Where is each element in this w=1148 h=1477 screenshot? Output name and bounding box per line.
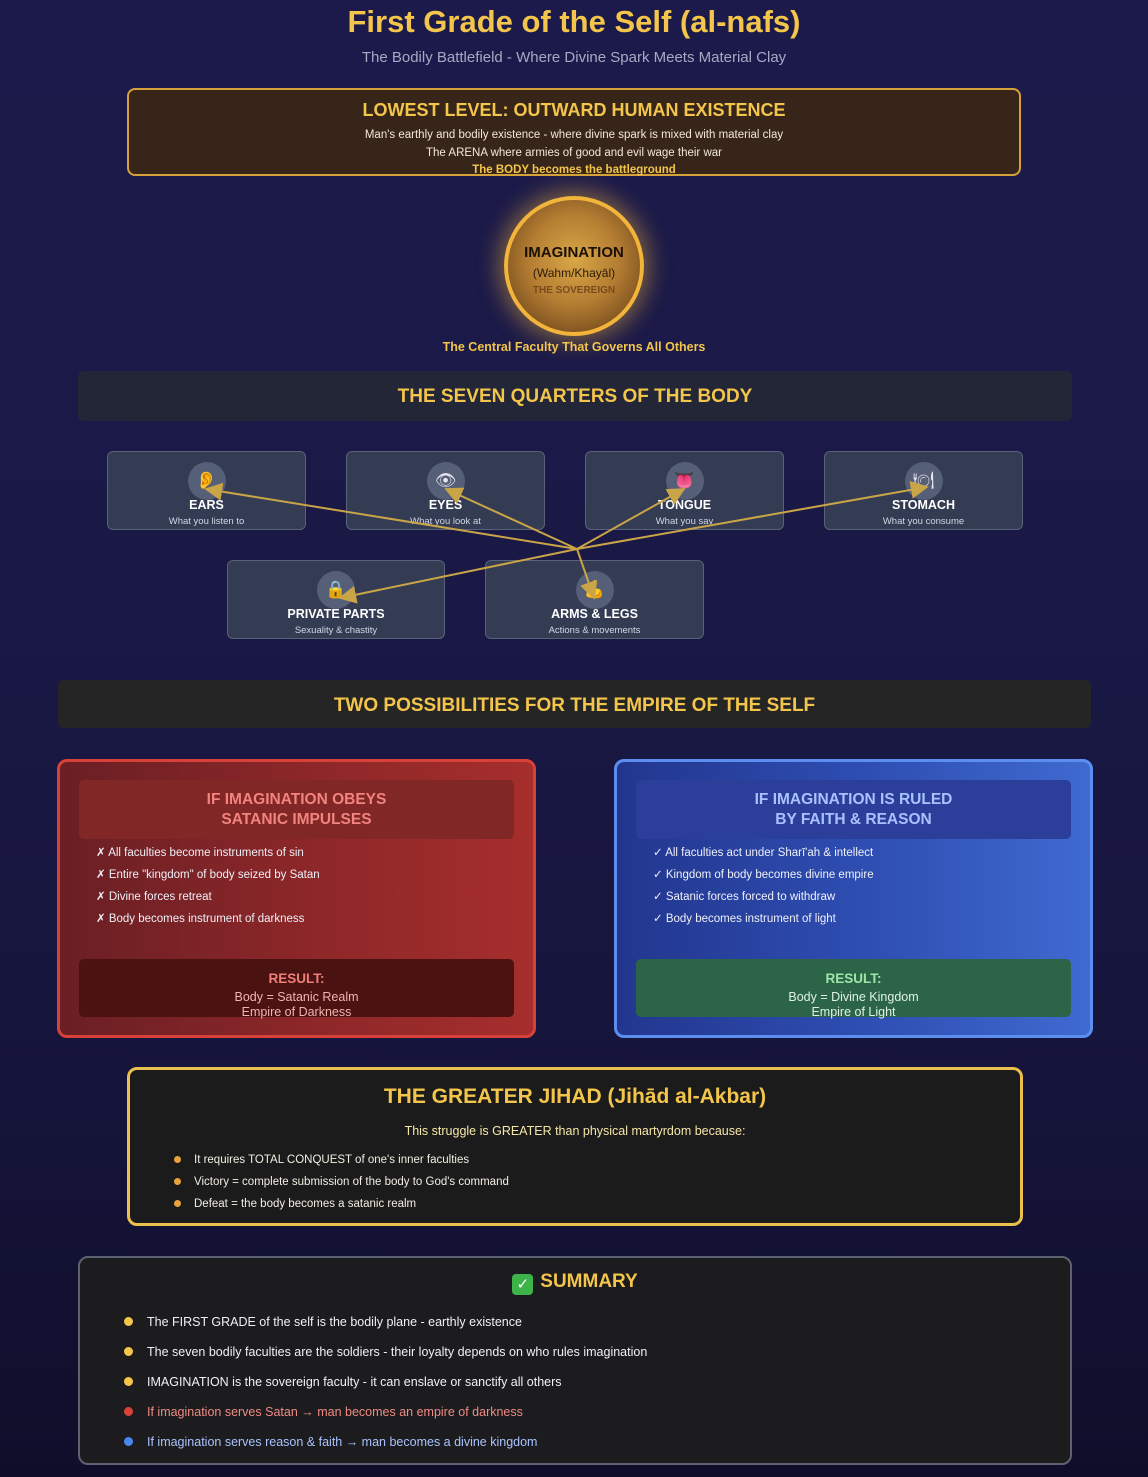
faith-panel: IF IMAGINATION IS RULED BY FAITH & REASO… — [614, 759, 1093, 1038]
page-subtitle: The Bodily Battlefield - Where Divine Sp… — [361, 49, 787, 66]
quarter-ears: 👂 EARS What you listen to — [107, 451, 306, 530]
summary-heading: ✓ SUMMARY — [80, 1271, 1070, 1295]
satanic-list: ✗ All faculties become instruments of si… — [96, 842, 320, 930]
quarter-arms-legs: 💪 ARMS & LEGS Actions & movements — [485, 560, 704, 639]
bullet-dot — [174, 1200, 181, 1207]
result-line: Empire of Darkness — [241, 1005, 352, 1019]
faith-heading-line: BY FAITH & REASON — [775, 811, 932, 828]
lowest-level-line: The ARENA where armies of good and evil … — [426, 147, 722, 159]
quarter-name: ARMS & LEGS — [551, 607, 638, 621]
lowest-level-box: LOWEST LEVEL: OUTWARD HUMAN EXISTENCE Ma… — [127, 88, 1021, 176]
ear-icon: 👂 — [187, 462, 226, 500]
faith-panel-header: IF IMAGINATION IS RULED BY FAITH & REASO… — [636, 780, 1071, 839]
result-label: RESULT: — [268, 971, 325, 986]
list-item: ✗ Entire "kingdom" of body seized by Sat… — [96, 869, 320, 881]
eye-icon: 👁 — [426, 462, 465, 500]
list-item: ✗ All faculties become instruments of si… — [96, 847, 304, 859]
list-item: The FIRST GRADE of the self is the bodil… — [124, 1312, 647, 1342]
bullet-dot — [124, 1407, 133, 1416]
list-item-text: The FIRST GRADE of the self is the bodil… — [147, 1315, 522, 1329]
summary-heading-text: SUMMARY — [540, 1271, 638, 1292]
bullet-dot — [124, 1317, 133, 1326]
flexed-arm-icon: 💪 — [575, 571, 614, 609]
plate-icon: 🍽 — [904, 462, 943, 500]
imagination-role: THE SOVEREIGN — [532, 285, 616, 296]
quarter-tongue: 👅 TONGUE What you say — [585, 451, 784, 530]
list-item-text: If imagination serves reason & faith → m… — [147, 1435, 538, 1449]
two-possibilities-banner: TWO POSSIBILITIES FOR THE EMPIRE OF THE … — [58, 680, 1091, 728]
quarter-name: EARS — [189, 498, 224, 512]
page-title: First Grade of the Self (al-nafs) — [347, 4, 801, 39]
list-item: Defeat = the body becomes a satanic real… — [174, 1193, 509, 1215]
list-item-text: Defeat = the body becomes a satanic real… — [194, 1198, 417, 1210]
list-item-text: The seven bodily faculties are the soldi… — [147, 1345, 648, 1359]
quarter-desc: Actions & movements — [548, 625, 641, 636]
quarter-private-parts: 🔒 PRIVATE PARTS Sexuality & chastity — [227, 560, 445, 639]
list-item: It requires TOTAL CONQUEST of one's inne… — [174, 1149, 509, 1171]
result-line: Empire of Light — [811, 1005, 896, 1019]
imagination-circle: IMAGINATION (Wahm/Khayāl) THE SOVEREIGN — [504, 196, 644, 336]
quarter-desc: What you look at — [410, 516, 481, 527]
quarter-name: PRIVATE PARTS — [287, 607, 385, 621]
quarter-desc: What you say — [655, 516, 714, 527]
result-line: Body = Satanic Realm — [234, 990, 359, 1004]
result-label: RESULT: — [825, 971, 882, 986]
list-item: Victory = complete submission of the bod… — [174, 1171, 509, 1193]
imagination-caption: The Central Faculty That Governs All Oth… — [442, 340, 706, 354]
lock-icon: 🔒 — [317, 571, 355, 609]
list-item: If imagination serves reason & faith → m… — [124, 1432, 647, 1462]
seven-quarters-banner: THE SEVEN QUARTERS OF THE BODY — [78, 371, 1072, 421]
list-item-text: Victory = complete submission of the bod… — [194, 1176, 509, 1188]
satanic-heading-line: IF IMAGINATION OBEYS — [206, 791, 387, 808]
bullet-dot — [174, 1156, 181, 1163]
faith-result: RESULT: Body = Divine Kingdom Empire of … — [636, 959, 1071, 1019]
list-item: ✓ Satanic forces forced to withdraw — [653, 891, 836, 903]
quarter-name: EYES — [428, 498, 463, 512]
faith-heading-line: IF IMAGINATION IS RULED — [754, 791, 953, 808]
lowest-level-line: Man's earthly and bodily existence - whe… — [364, 129, 784, 141]
satanic-panel: IF IMAGINATION OBEYS SATANIC IMPULSES ✗ … — [57, 759, 536, 1038]
list-item: ✓ Kingdom of body becomes divine empire — [653, 869, 874, 881]
quarter-stomach: 🍽 STOMACH What you consume — [824, 451, 1023, 530]
bullet-dot — [174, 1178, 181, 1185]
imagination-name: IMAGINATION — [524, 244, 624, 261]
bullet-dot — [124, 1347, 133, 1356]
satanic-result: RESULT: Body = Satanic Realm Empire of D… — [79, 959, 514, 1019]
quarter-eyes: 👁 EYES What you look at — [346, 451, 545, 530]
satanic-panel-header: IF IMAGINATION OBEYS SATANIC IMPULSES — [79, 780, 514, 839]
quarter-name: TONGUE — [657, 498, 712, 512]
faith-list: ✓ All faculties act under Sharī'ah & int… — [653, 842, 874, 930]
lowest-level-heading: LOWEST LEVEL: OUTWARD HUMAN EXISTENCE — [362, 100, 786, 120]
jihad-list: It requires TOTAL CONQUEST of one's inne… — [174, 1149, 509, 1215]
list-item: IMAGINATION is the sovereign faculty - i… — [124, 1372, 647, 1402]
satanic-heading-line: SATANIC IMPULSES — [221, 811, 372, 828]
result-line: Body = Divine Kingdom — [788, 990, 919, 1004]
two-possibilities-heading: TWO POSSIBILITIES FOR THE EMPIRE OF THE … — [333, 695, 816, 716]
list-item: ✗ Divine forces retreat — [96, 891, 212, 903]
greater-jihad-box: THE GREATER JIHAD (Jihād al-Akbar) This … — [127, 1067, 1023, 1226]
list-item: ✓ All faculties act under Sharī'ah & int… — [653, 847, 874, 859]
seven-quarters-heading: THE SEVEN QUARTERS OF THE BODY — [397, 386, 753, 407]
list-item-text: It requires TOTAL CONQUEST of one's inne… — [194, 1154, 470, 1166]
quarter-desc: What you consume — [882, 516, 965, 527]
list-item-text: IMAGINATION is the sovereign faculty - i… — [147, 1375, 562, 1389]
summary-box: ✓ SUMMARY The FIRST GRADE of the self is … — [78, 1256, 1072, 1465]
checkmark-icon: ✓ — [512, 1274, 534, 1295]
bullet-dot — [124, 1377, 133, 1386]
list-item: ✓ Body becomes instrument of light — [653, 913, 836, 925]
list-item: ✗ Body becomes instrument of darkness — [96, 913, 305, 925]
jihad-intro: This struggle is GREATER than physical m… — [404, 1124, 746, 1138]
imagination-arabic: (Wahm/Khayāl) — [532, 266, 616, 280]
quarter-desc: Sexuality & chastity — [294, 625, 378, 636]
bullet-dot — [124, 1437, 133, 1446]
list-item: The seven bodily faculties are the soldi… — [124, 1342, 647, 1372]
jihad-heading: THE GREATER JIHAD (Jihād al-Akbar) — [383, 1085, 767, 1108]
list-item: If imagination serves Satan → man become… — [124, 1402, 647, 1432]
summary-list: The FIRST GRADE of the self is the bodil… — [124, 1312, 647, 1462]
lowest-level-emphasis: The BODY becomes the battleground — [472, 164, 676, 176]
quarter-desc: What you listen to — [168, 516, 245, 527]
list-item-text: If imagination serves Satan → man become… — [147, 1405, 523, 1419]
quarter-name: STOMACH — [892, 498, 955, 512]
tongue-icon: 👅 — [665, 462, 704, 500]
